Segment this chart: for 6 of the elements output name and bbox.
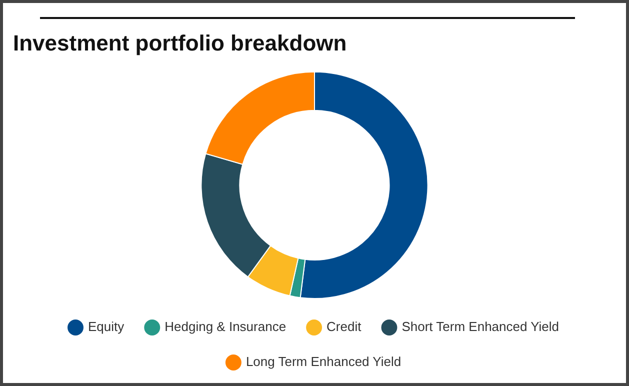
legend-label: Short Term Enhanced Yield [402, 319, 560, 334]
chart-title: Investment portfolio breakdown [13, 30, 347, 56]
legend-label: Credit [326, 319, 362, 334]
legend-label: Equity [88, 319, 125, 334]
legend-label: Long Term Enhanced Yield [246, 354, 402, 370]
legend-label: Hedging & Insurance [164, 319, 286, 334]
